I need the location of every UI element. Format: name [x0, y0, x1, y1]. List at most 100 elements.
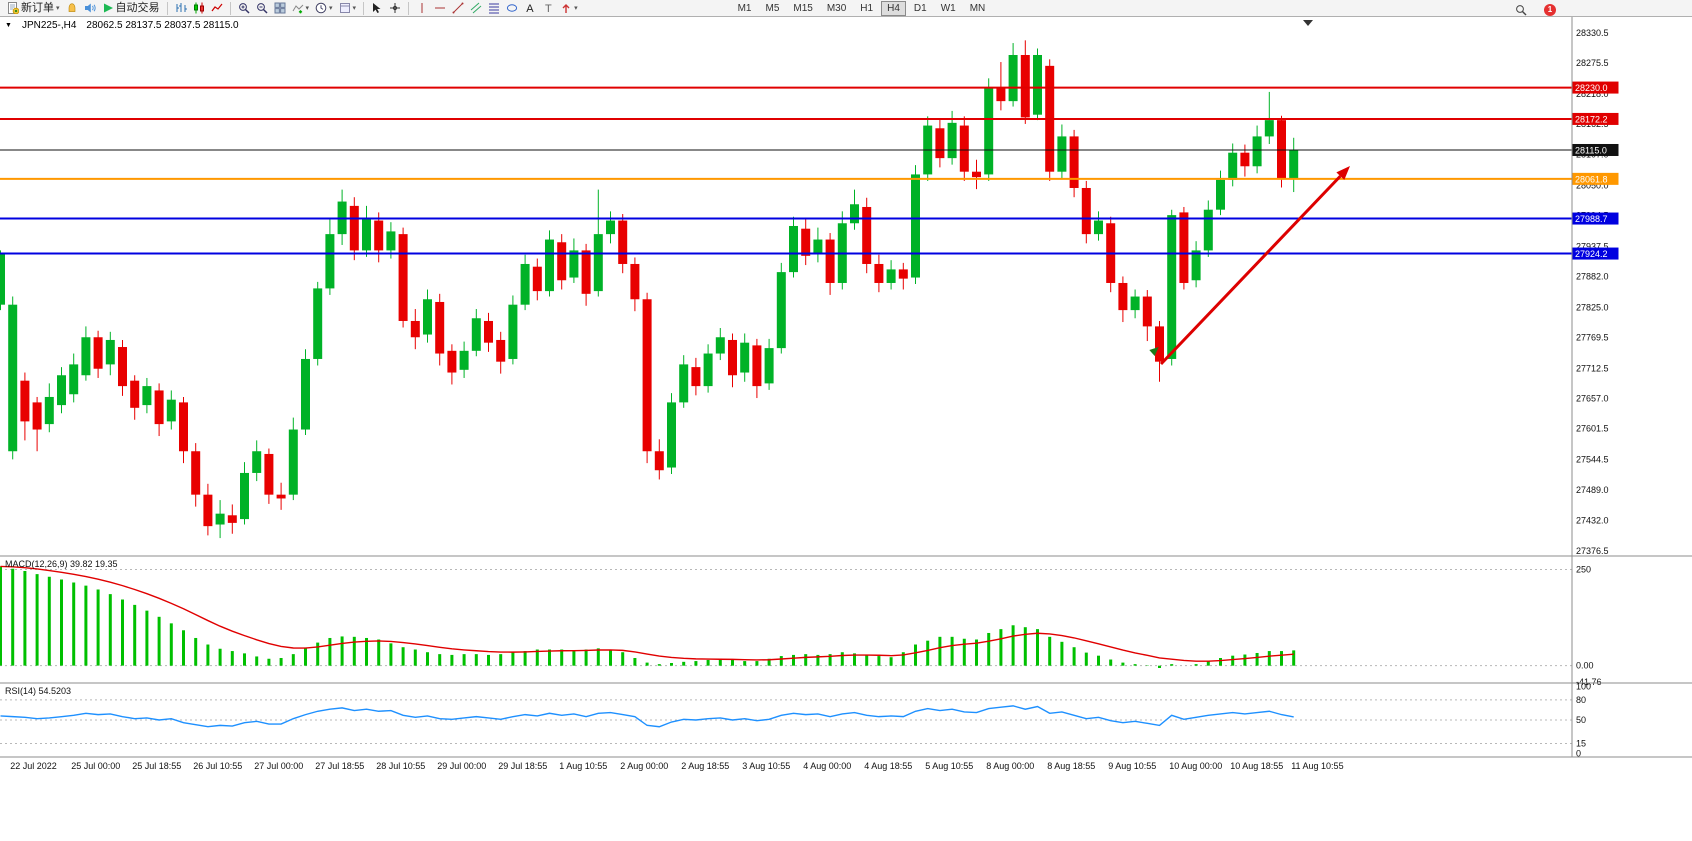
indicators-button[interactable]: ▾ — [289, 1, 313, 16]
zoom-in-button[interactable] — [235, 1, 253, 16]
bar-chart-mode-button[interactable] — [172, 1, 190, 16]
timeframe-w1-button[interactable]: W1 — [940, 2, 956, 14]
timeframe-d1-button[interactable]: D1 — [913, 2, 927, 14]
time-axis[interactable]: 22 Jul 2022 25 Jul 00:00 25 Jul 18:55 26 Ju… — [10, 761, 1343, 771]
template-icon — [339, 3, 350, 13]
timeframe-m15-button[interactable]: M15 — [793, 2, 813, 14]
indicators-caret-icon: ▾ — [305, 4, 310, 12]
line-chart-mode-button[interactable] — [208, 1, 226, 16]
svg-text:27825.0: 27825.0 — [1576, 302, 1609, 312]
channel-tool-button[interactable] — [467, 1, 485, 16]
doc-plus-icon — [8, 2, 19, 14]
svg-text:80: 80 — [1576, 695, 1586, 705]
chart-drag-button[interactable] — [63, 1, 81, 16]
hand-icon — [68, 3, 75, 12]
tile-windows-button[interactable] — [271, 1, 289, 16]
timeframe-m5-button[interactable]: M5 — [765, 2, 780, 14]
autotrade-label: 自动交易 — [115, 1, 160, 14]
svg-text:3 Aug 10:55: 3 Aug 10:55 — [742, 761, 790, 771]
svg-text:4 Aug 00:00: 4 Aug 00:00 — [803, 761, 851, 771]
macd-layer — [0, 565, 1296, 668]
toolbar-right: 1 — [1512, 2, 1556, 17]
timeframe-mn-button[interactable]: MN — [969, 2, 986, 14]
periods-caret-icon: ▾ — [329, 4, 333, 12]
toolbar-buttons: 新订单 ▾ 自动交易 ▾ ▾ ▾ A T ▾ — [4, 1, 581, 16]
periods-button[interactable]: ▾ — [312, 1, 336, 16]
fibonacci-tool-button[interactable] — [485, 1, 503, 16]
text-a-icon: A — [526, 3, 534, 14]
svg-text:1 Aug 10:55: 1 Aug 10:55 — [559, 761, 607, 771]
svg-text:28061.8: 28061.8 — [1575, 174, 1608, 184]
timeframe-m1-button[interactable]: M1 — [737, 2, 752, 14]
notification-badge[interactable]: 1 — [1544, 3, 1556, 16]
new-order-button[interactable]: 新订单 ▾ — [4, 1, 63, 16]
svg-text:29 Jul 18:55: 29 Jul 18:55 — [498, 761, 547, 771]
channel-icon — [470, 2, 482, 14]
chart-shift-marker-icon[interactable] — [1303, 20, 1313, 26]
cursor-tool-button[interactable] — [368, 1, 386, 16]
svg-text:9 Aug 10:55: 9 Aug 10:55 — [1108, 761, 1156, 771]
sound-alerts-button[interactable] — [81, 1, 99, 16]
chart-header: ▼ JPN225-,H4 28062.5 28137.5 28037.5 281… — [5, 20, 239, 31]
fibo-icon — [489, 3, 500, 14]
svg-text:27988.7: 27988.7 — [1575, 214, 1608, 224]
svg-text:8 Aug 00:00: 8 Aug 00:00 — [986, 761, 1034, 771]
svg-text:15: 15 — [1576, 739, 1586, 749]
timeframe-m30-button[interactable]: M30 — [826, 2, 847, 14]
vline-icon — [421, 3, 423, 13]
label-tool-button[interactable]: T — [539, 1, 557, 16]
svg-text:2 Aug 18:55: 2 Aug 18:55 — [681, 761, 729, 771]
timeframe-h4-button[interactable]: H4 — [881, 0, 906, 16]
symbol-period-label: JPN225-,H4 — [21, 20, 77, 31]
crosshair-icon — [390, 3, 401, 13]
search-icon[interactable] — [1512, 2, 1530, 17]
svg-text:10 Aug 18:55: 10 Aug 18:55 — [1230, 761, 1283, 771]
indicator-icon — [292, 4, 303, 14]
trend-icon — [452, 2, 464, 14]
trend-arrow[interactable] — [1159, 166, 1350, 366]
svg-text:4 Aug 18:55: 4 Aug 18:55 — [864, 761, 912, 771]
autotrade-button[interactable]: 自动交易 — [99, 1, 163, 16]
svg-text:28172.2: 28172.2 — [1575, 114, 1608, 124]
crosshair-tool-button[interactable] — [386, 1, 404, 16]
arrows-tool-button[interactable]: ▾ — [557, 1, 581, 16]
svg-text:250: 250 — [1576, 564, 1591, 574]
tile-icon — [274, 2, 286, 14]
text-tool-button[interactable]: A — [521, 1, 539, 16]
svg-text:27937.5: 27937.5 — [1576, 241, 1609, 251]
templates-button[interactable]: ▾ — [336, 1, 360, 16]
svg-text:27657.0: 27657.0 — [1576, 394, 1609, 404]
level-lines-layer[interactable]: 28230.0 28172.2 28115.0 28061.8 27988.7 27924… — [0, 81, 1619, 260]
green-arrow-marker[interactable] — [1149, 344, 1161, 356]
timeframe-h1-button[interactable]: H1 — [860, 2, 874, 14]
svg-text:28 Jul 10:55: 28 Jul 10:55 — [376, 761, 425, 771]
one-click-trading-toggle-icon[interactable]: ▼ — [5, 22, 12, 29]
zoom-out-button[interactable] — [253, 1, 271, 16]
cursor-icon — [373, 3, 381, 13]
vertical-line-tool-button[interactable] — [413, 1, 431, 16]
svg-text:27376.5: 27376.5 — [1576, 546, 1609, 556]
svg-text:28050.0: 28050.0 — [1576, 180, 1609, 190]
candles-layer — [0, 40, 1299, 539]
svg-text:22 Jul 2022: 22 Jul 2022 — [10, 761, 57, 771]
svg-text:100: 100 — [1576, 681, 1591, 691]
macd-label: MACD(12,26,9) 39.82 19.35 — [5, 559, 118, 569]
svg-text:0.00: 0.00 — [1576, 661, 1594, 671]
candles-icon — [193, 2, 204, 14]
toolbar-separator — [408, 1, 410, 15]
new-order-label: 新订单 — [21, 1, 54, 14]
candle-chart-mode-button[interactable] — [190, 1, 208, 16]
trendline-tool-button[interactable] — [449, 1, 467, 16]
arrow-icon — [562, 4, 570, 13]
shapes-tool-button[interactable] — [503, 1, 521, 16]
shapes-icon — [506, 4, 518, 12]
svg-text:0: 0 — [1576, 749, 1581, 759]
play-icon — [103, 3, 113, 13]
svg-text:25 Jul 18:55: 25 Jul 18:55 — [132, 761, 181, 771]
svg-text:28230.0: 28230.0 — [1575, 83, 1608, 93]
horizontal-line-tool-button[interactable] — [431, 1, 449, 16]
svg-text:50: 50 — [1576, 715, 1586, 725]
